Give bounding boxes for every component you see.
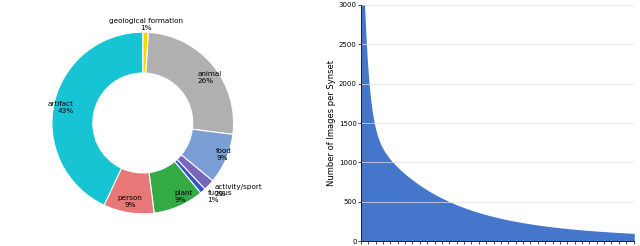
Wedge shape — [181, 129, 233, 181]
Wedge shape — [175, 159, 205, 193]
Wedge shape — [149, 161, 201, 213]
Text: person
9%: person 9% — [118, 195, 143, 208]
Wedge shape — [146, 32, 234, 134]
Text: food
9%: food 9% — [216, 148, 232, 161]
Text: geological formation
1%: geological formation 1% — [109, 18, 183, 31]
Text: artifact
43%: artifact 43% — [47, 101, 74, 114]
Wedge shape — [143, 32, 148, 73]
Text: fungus
1%: fungus 1% — [207, 190, 232, 203]
Text: animal
26%: animal 26% — [197, 71, 221, 84]
Wedge shape — [52, 32, 143, 205]
Wedge shape — [177, 155, 212, 189]
Y-axis label: Number of Images per Synset: Number of Images per Synset — [327, 60, 336, 186]
Wedge shape — [104, 168, 154, 214]
Text: activity/sport
2%: activity/sport 2% — [214, 184, 262, 197]
Text: plant
9%: plant 9% — [175, 190, 193, 203]
